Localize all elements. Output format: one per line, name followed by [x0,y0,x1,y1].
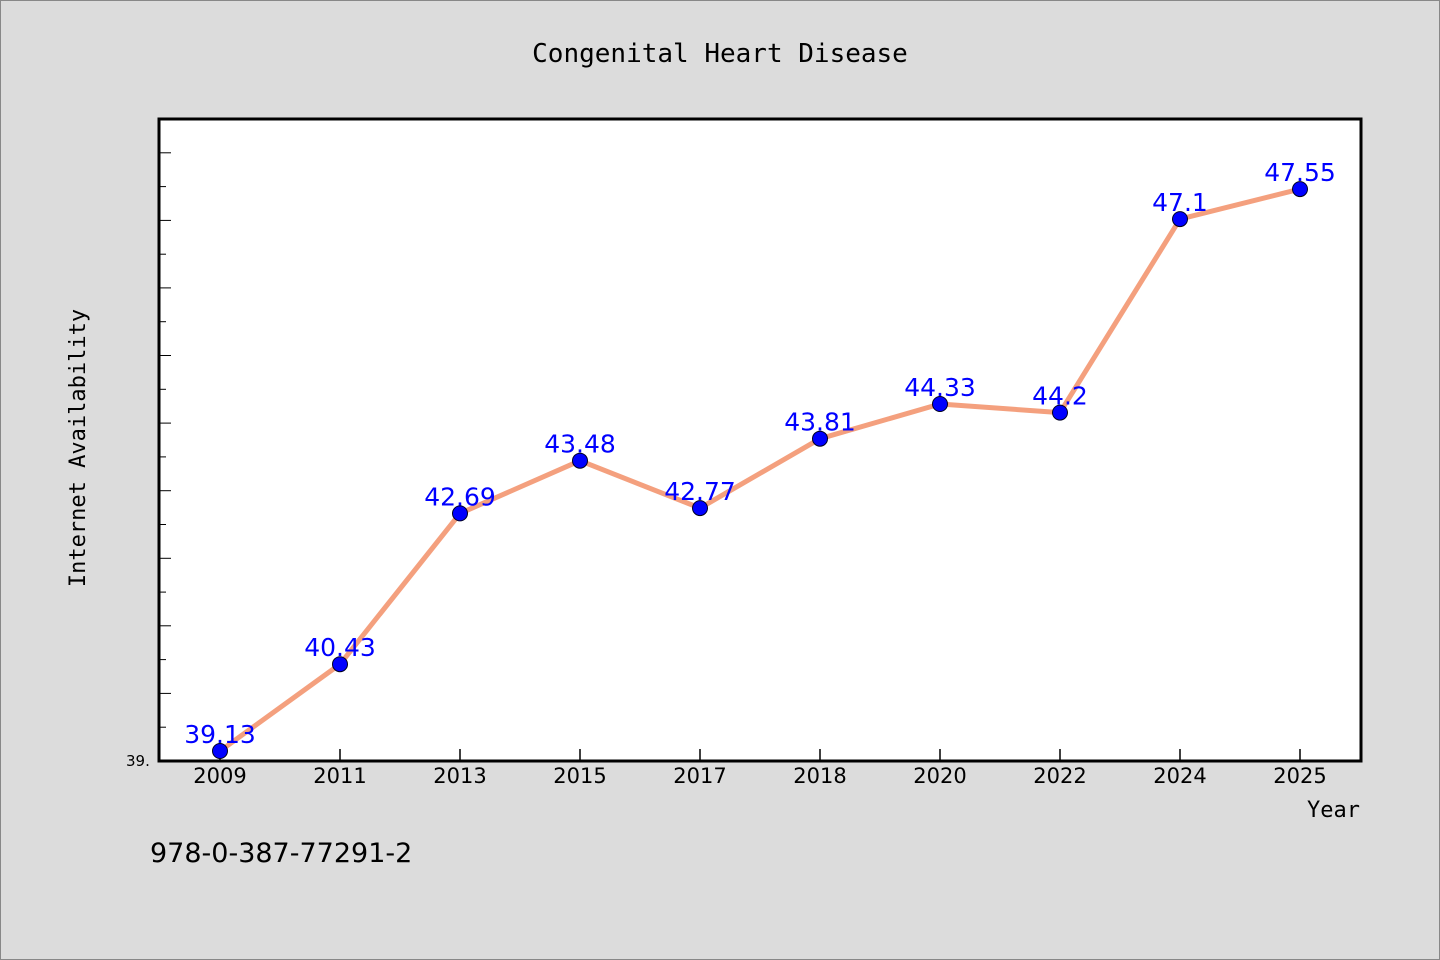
y-axis-label: Internet Availability [66,309,91,587]
plot-area [157,117,1363,763]
footer-code: 978-0-387-77291-2 [150,838,412,869]
data-label: 43.81 [784,408,856,437]
data-point [572,452,588,469]
data-point [332,656,348,673]
x-tick-label: 2025 [1273,764,1326,788]
data-point [812,430,828,447]
data-point [1172,211,1188,228]
data-point [1292,181,1308,198]
data-point [212,743,228,759]
data-label: 39.13 [184,720,256,749]
series-line [218,186,1301,754]
x-tick-label: 2015 [553,764,606,788]
data-label: 47.1 [1152,188,1208,217]
data-label: 43.48 [544,430,616,459]
data-label: 44.33 [904,373,976,402]
data-label: 42.77 [664,477,736,506]
chart-title: Congenital Heart Disease [532,39,908,69]
data-labels: 39.13 40.43 42.69 43.48 42.77 43.81 44.33 44.2 4… [184,158,1336,749]
x-tick-label: 2017 [673,764,726,788]
x-tick-label: 2022 [1033,764,1086,788]
x-tick-label: 2013 [433,764,486,788]
x-tick-label: 2024 [1153,764,1206,788]
series-markers [212,181,1308,759]
data-label: 47.55 [1264,158,1336,187]
y-tick-label: 39. [126,752,150,770]
x-tick-label: 2009 [193,764,246,788]
data-label: 44.2 [1032,382,1088,411]
data-point [932,396,948,412]
data-label: 42.69 [424,482,496,511]
x-tick-label: 2020 [913,764,966,788]
data-point [692,500,708,517]
data-point [1052,404,1068,421]
x-tick-label: 2018 [793,764,846,788]
data-label: 40.43 [304,633,376,662]
y-axis-ticks [159,118,171,762]
x-tick-labels: 2009 2011 2013 2015 2017 2018 2020 2022 2024 2025 [193,764,1326,788]
x-tick-label: 2011 [313,764,366,788]
x-axis-label: Year [1307,798,1360,823]
data-point [452,505,468,522]
